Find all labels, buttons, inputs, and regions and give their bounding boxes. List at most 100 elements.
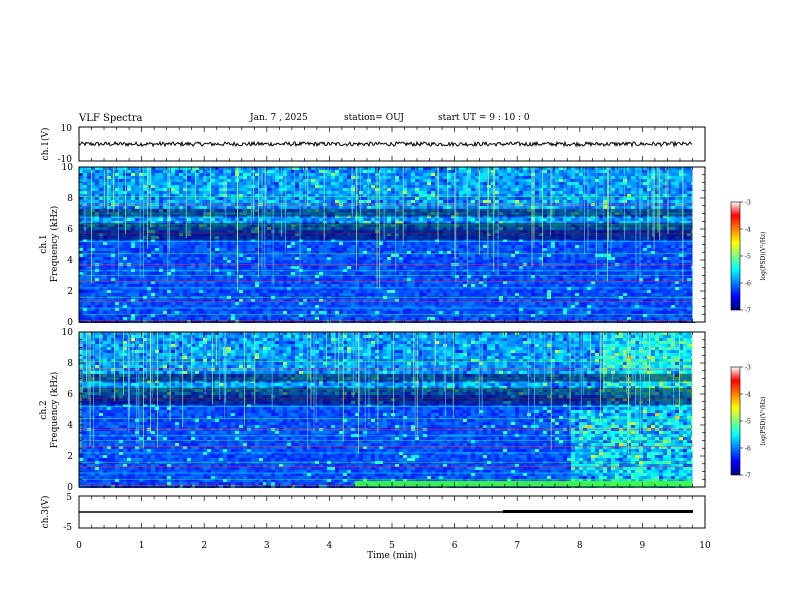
spectrogram-cell: [403, 260, 407, 263]
spectrogram-cell: [467, 257, 471, 260]
spectrogram-cell: [579, 254, 583, 257]
spectrogram-cell: [443, 185, 447, 188]
spectrogram-cell: [111, 242, 115, 245]
spectrogram-cell: [435, 260, 439, 263]
spectrogram-cell: [135, 197, 139, 200]
spectrogram-cell: [207, 245, 211, 248]
spectrogram-cell: [667, 239, 671, 242]
spectrogram-cell: [327, 194, 331, 197]
spectrogram-cell: [91, 260, 95, 263]
spectrogram-cell: [395, 179, 399, 182]
spectrogram-cell: [255, 179, 259, 182]
spectrogram-cell: [351, 173, 355, 176]
spectrogram-cell: [419, 185, 423, 188]
spectrogram-cell: [95, 200, 99, 203]
spectrogram-cell: [319, 179, 323, 182]
spectrogram-cell: [99, 254, 103, 257]
spectrogram-cell: [291, 176, 295, 179]
spectrogram-cell: [571, 185, 575, 188]
spectrogram-cell: [131, 245, 135, 248]
spectrogram-cell: [243, 248, 247, 251]
spectrogram-cell: [147, 248, 151, 251]
spectrogram-cell: [239, 197, 243, 200]
spectrogram-cell: [599, 248, 603, 251]
spectrogram-cell: [379, 260, 383, 263]
spectrogram-cell: [159, 191, 163, 194]
spectrogram-cell: [359, 242, 363, 245]
spectrogram-cell: [539, 248, 543, 251]
spectrogram-cell: [95, 197, 99, 200]
spectrogram-cell: [411, 254, 415, 257]
spectrogram-cell: [219, 248, 223, 251]
spectrogram-cell: [491, 170, 495, 173]
spectrogram-cell: [411, 194, 415, 197]
spectrogram-cell: [683, 173, 687, 176]
spectrogram-cell: [255, 167, 259, 170]
spectrogram-cell: [579, 206, 583, 209]
spectrogram-cell: [491, 182, 495, 185]
spectrogram-cell: [211, 194, 215, 197]
spectrogram-cell: [543, 191, 547, 194]
spectrogram-cell: [655, 254, 659, 257]
spectrogram-cell: [227, 197, 231, 200]
spectrogram-cell: [567, 194, 571, 197]
spectrogram-cell: [79, 248, 83, 251]
spectrogram-cell: [595, 251, 599, 254]
spectrogram-cell: [547, 218, 551, 221]
spectrogram-cell: [531, 197, 535, 200]
spectrogram-cell: [535, 188, 539, 191]
spectrogram-cell: [219, 170, 223, 173]
spectrogram-cell: [367, 170, 371, 173]
spectrogram-cell: [187, 179, 191, 182]
spectrogram-cell: [679, 251, 683, 254]
spectrogram-cell: [343, 182, 347, 185]
spectrogram-cell: [631, 182, 635, 185]
spectrogram-cell: [431, 248, 435, 251]
spectrogram-cell: [491, 200, 495, 203]
spectrogram-cell: [235, 254, 239, 257]
spectrogram-cell: [627, 239, 631, 242]
spectrogram-cell: [467, 218, 471, 221]
spectrogram-cell: [431, 185, 435, 188]
spectrogram-cell: [519, 191, 523, 194]
spectrogram-cell: [387, 167, 391, 170]
spectrogram-cell: [627, 194, 631, 197]
spectrogram-cell: [579, 218, 583, 221]
spectrogram-cell: [215, 242, 219, 245]
spectrogram-cell: [231, 194, 235, 197]
spectrogram-cell: [151, 260, 155, 263]
spectrogram-cell: [119, 182, 123, 185]
spectrogram-cell: [139, 218, 143, 221]
spectrogram-cell: [267, 206, 271, 209]
spectrogram-cell: [379, 191, 383, 194]
spectrogram-cell: [227, 248, 231, 251]
spectrogram-cell: [219, 188, 223, 191]
spectrogram-cell: [119, 191, 123, 194]
spectrogram-cell: [227, 206, 231, 209]
spectrogram-cell: [519, 197, 523, 200]
spectrogram-cell: [371, 170, 375, 173]
spectrogram-cell: [551, 221, 555, 224]
spectrogram-cell: [219, 242, 223, 245]
spectrogram-cell: [287, 176, 291, 179]
spectrogram-cell: [667, 167, 671, 170]
spectrogram-cell: [643, 179, 647, 182]
spectrogram-cell: [451, 179, 455, 182]
spectrogram-cell: [547, 179, 551, 182]
spectrogram-cell: [195, 185, 199, 188]
spectrogram-cell: [275, 176, 279, 179]
spectrogram-cell: [419, 218, 423, 221]
spectrogram-cell: [155, 245, 159, 248]
spectrogram-cell: [219, 167, 223, 170]
spectrogram-cell: [431, 191, 435, 194]
spectrogram-cell: [587, 242, 591, 245]
spectrogram-cell: [483, 248, 487, 251]
spectrogram-cell: [155, 182, 159, 185]
spectrogram-cell: [387, 185, 391, 188]
spectrogram-cell: [475, 167, 479, 170]
spectrogram-cell: [363, 191, 367, 194]
spectrogram-cell: [459, 260, 463, 263]
spectrogram-cell: [155, 200, 159, 203]
spectrogram-cell: [267, 179, 271, 182]
spectrogram-cell: [527, 176, 531, 179]
